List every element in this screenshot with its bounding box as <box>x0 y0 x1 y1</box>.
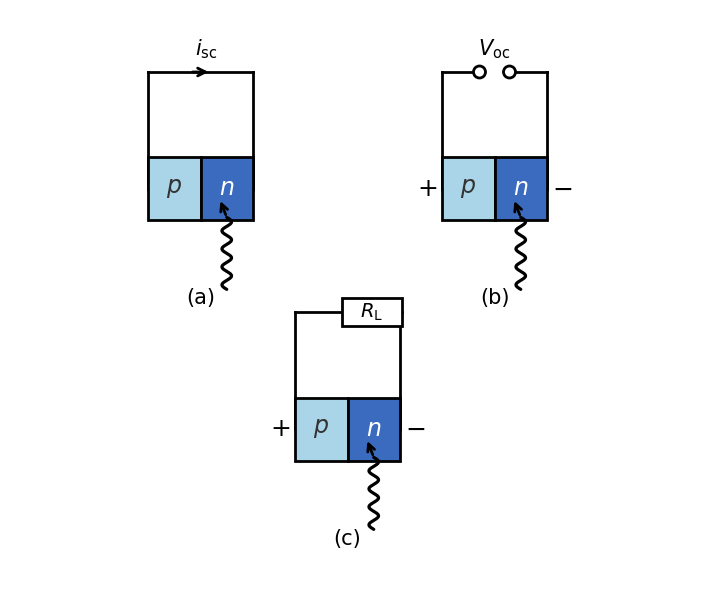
Text: $-$: $-$ <box>552 177 572 201</box>
Bar <box>348 397 400 461</box>
Text: $p$: $p$ <box>313 418 329 440</box>
Bar <box>494 157 547 220</box>
Bar <box>442 157 494 220</box>
Text: $n$: $n$ <box>366 418 382 440</box>
Bar <box>295 397 348 461</box>
Text: (a): (a) <box>186 289 215 308</box>
Text: $i_{\rm sc}$: $i_{\rm sc}$ <box>195 38 218 61</box>
Text: (c): (c) <box>334 529 361 548</box>
Bar <box>201 157 253 220</box>
Text: $n$: $n$ <box>513 178 528 200</box>
Text: $R_{\rm L}$: $R_{\rm L}$ <box>360 301 383 323</box>
Text: $V_{\rm oc}$: $V_{\rm oc}$ <box>479 38 510 61</box>
Text: $-$: $-$ <box>405 417 425 441</box>
Bar <box>341 298 402 326</box>
Text: $n$: $n$ <box>219 178 235 200</box>
Text: $+$: $+$ <box>417 177 437 201</box>
Text: $p$: $p$ <box>166 178 182 200</box>
Circle shape <box>474 66 486 78</box>
Circle shape <box>503 66 515 78</box>
Text: (b): (b) <box>480 289 509 308</box>
Text: $+$: $+$ <box>270 417 290 441</box>
Text: $p$: $p$ <box>460 178 477 200</box>
Bar <box>148 157 201 220</box>
